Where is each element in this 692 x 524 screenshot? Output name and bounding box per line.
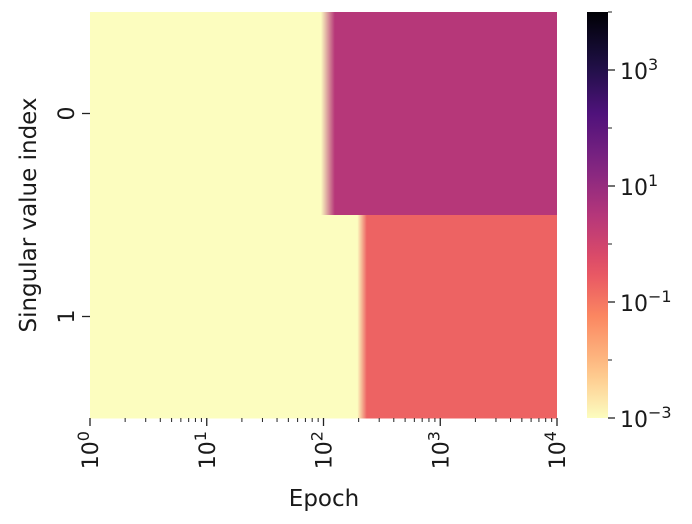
colorbar-tick-label: 10−1 (620, 287, 672, 317)
heatmap-row-0 (90, 12, 557, 216)
colorbar-tick-label: 10−3 (620, 403, 672, 433)
x-tick-label: 102 (308, 431, 338, 469)
heatmap-row-1 (90, 215, 557, 419)
colorbar: 10−3 10−1 101 103 (587, 11, 672, 433)
x-tick-label: 100 (74, 431, 104, 469)
y-tick-label: 1 (55, 310, 80, 324)
y-axis-label: Singular value index (16, 97, 42, 332)
colorbar-tick-label: 101 (620, 171, 658, 201)
x-tick-label: 104 (541, 431, 571, 469)
x-axis-label: Epoch (289, 486, 359, 512)
x-tick-label: 103 (424, 431, 454, 469)
heatmap-cells (90, 12, 557, 419)
y-axis: 01 (55, 107, 90, 324)
colorbar-tick-label: 103 (620, 55, 658, 85)
x-tick-label: 101 (191, 431, 221, 469)
colorbar-gradient (587, 12, 608, 418)
x-axis: 100 101 102 103 104 (74, 418, 571, 469)
y-tick-label: 0 (55, 107, 80, 121)
